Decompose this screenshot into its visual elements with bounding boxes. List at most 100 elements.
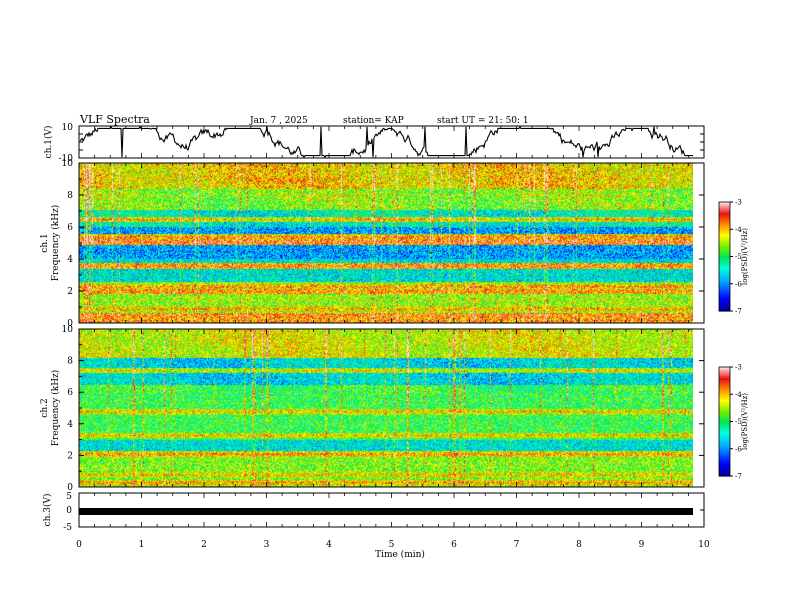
ch2-colorbar-step [719,377,730,381]
ch1-colorbar-step [719,271,730,274]
ch2-colorbar-step [719,430,730,433]
time-tick-label: 1 [139,540,145,550]
ch1-colorbar-step [719,285,730,288]
ch1-colorbar-step [719,291,730,294]
ch2-colorbar-step [719,454,730,457]
ch3-voltage-ylabel: ch.3(V) [42,494,53,527]
ch2-colorbar-step [719,456,730,459]
time-tick-label: 2 [201,540,207,550]
ch2-spectrogram-ytick-label: 6 [67,388,73,398]
ch1-colorbar-step [719,296,730,299]
time-tick-label: 5 [389,540,395,550]
ch2-spectrogram-image [79,329,693,487]
time-tick-label: 4 [326,540,332,550]
ch1-colorbar-step [719,252,730,256]
ch1-colorbar-step [719,221,730,225]
ch2-spectrogram-ytick-label: 8 [67,357,73,367]
ch1-colorbar-tick-label: -4 [735,226,742,234]
ch2-colorbar-step [719,443,730,446]
ch2-colorbar-step [719,410,730,414]
ch2-colorbar-step [719,436,730,439]
ch2-colorbar-step [719,405,730,408]
ch1-colorbar-step [719,265,730,268]
ch1-colorbar-step [719,303,730,307]
ch2-colorbar-step [719,376,730,379]
time-tick-label: 0 [76,540,82,550]
ch2-colorbar-step [719,452,730,455]
ch2-spectrogram-ytick-label: 2 [67,451,73,461]
ch1-colorbar-step [719,309,730,312]
ch1-colorbar-tick-label: -6 [735,280,742,288]
ch1-colorbar-step [719,280,730,283]
ch1-colorbar-tick-label: -5 [735,253,742,261]
ch2-colorbar-step [719,396,730,399]
ch1-colorbar-step [719,278,730,281]
ch1-colorbar-step [719,202,730,205]
ch2-spectrogram-channel-label: ch.2 [40,398,50,417]
ch1-colorbar-step [719,292,730,296]
ch1-spectrogram-ytick-label: 4 [67,255,73,265]
time-tick-label: 10 [698,540,710,550]
ch2-colorbar-tick-label: -7 [735,473,742,481]
ch1-colorbar-step [719,245,730,249]
time-axis: 0 1 2 3 4 5 6 7 8 9 10 [76,126,710,550]
ch2-colorbar-step [719,437,730,441]
ch1-colorbar-step [719,307,730,310]
ch2-colorbar-step [719,386,730,390]
ch2-colorbar-step [719,379,730,383]
ch2-spectrogram-ytick-label: 4 [67,420,73,430]
ch1-colorbar-step [719,276,730,279]
ch3-voltage-trace [79,508,693,515]
ch2-colorbar-step [719,383,730,386]
ch2-colorbar-step [719,425,730,428]
station-label: station= KAP [343,116,404,126]
ch2-colorbar-step [719,388,730,392]
ch2-spectrogram-ytick-label: 0 [67,483,73,493]
ch2-colorbar-step [719,446,730,450]
ch1-colorbar-step [719,216,730,219]
ch1-colorbar-step [719,211,730,214]
ch1-ytick-bottom: -10 [59,154,74,164]
ch2-colorbar-step [719,406,730,410]
ch2-colorbar-step [719,374,730,377]
ch2-colorbar-tick-label: -6 [735,445,742,453]
ch1-colorbar-step [719,212,730,216]
ch3-ytick-0: 0 [66,506,72,516]
ch1-spectrogram-ytick-label: 2 [67,287,73,297]
ch2-colorbar-step [719,463,730,466]
ch2-colorbar-step [719,390,730,394]
ch1-colorbar-step [719,283,730,287]
ch2-colorbar-step [719,450,730,453]
ch2-colorbar-step [719,367,730,370]
ch2-frequency-ylabel: Frequency (kHz) [50,370,61,447]
ch1-colorbar-step [719,214,730,218]
ch1-colorbar-step [719,274,730,278]
ch1-colorbar-step [719,281,730,285]
ch3-ytick-minus5: -5 [63,523,72,533]
ch2-colorbar-step [719,470,730,473]
ch1-colorbar-step [719,267,730,270]
ch2-colorbar-step [719,423,730,426]
ch1-colorbar-step [719,261,730,265]
ch2-colorbar-step [719,421,730,424]
date-label: Jan. 7 , 2025 [249,116,308,126]
ch2-colorbar-step [719,459,730,463]
ch1-colorbar-step [719,223,730,227]
ch2-colorbar-step [719,468,730,472]
ch1-ytick-top: 10 [62,123,74,133]
ch1-spectrogram-ytick-label: 6 [67,223,73,233]
figure-title: VLF Spectra [79,113,150,126]
ch1-colorbar-step [719,305,730,308]
ch1-colorbar-step [719,272,730,276]
ch1-colorbar-step [719,269,730,272]
ch2-colorbar-step [719,412,730,415]
ch2-colorbar-step [719,428,730,432]
ch1-colorbar-step [719,236,730,239]
ch1-colorbar-tick-label: -7 [735,308,742,316]
time-axis-label: Time (min) [375,549,425,560]
ch1-frequency-ylabel: Frequency (kHz) [50,205,61,282]
ch1-colorbar-step [719,287,730,290]
start-time-label: start UT = 21: 50: 1 [437,116,529,126]
ch2-colorbar-step [719,419,730,423]
ch1-colorbar-step [719,231,730,234]
